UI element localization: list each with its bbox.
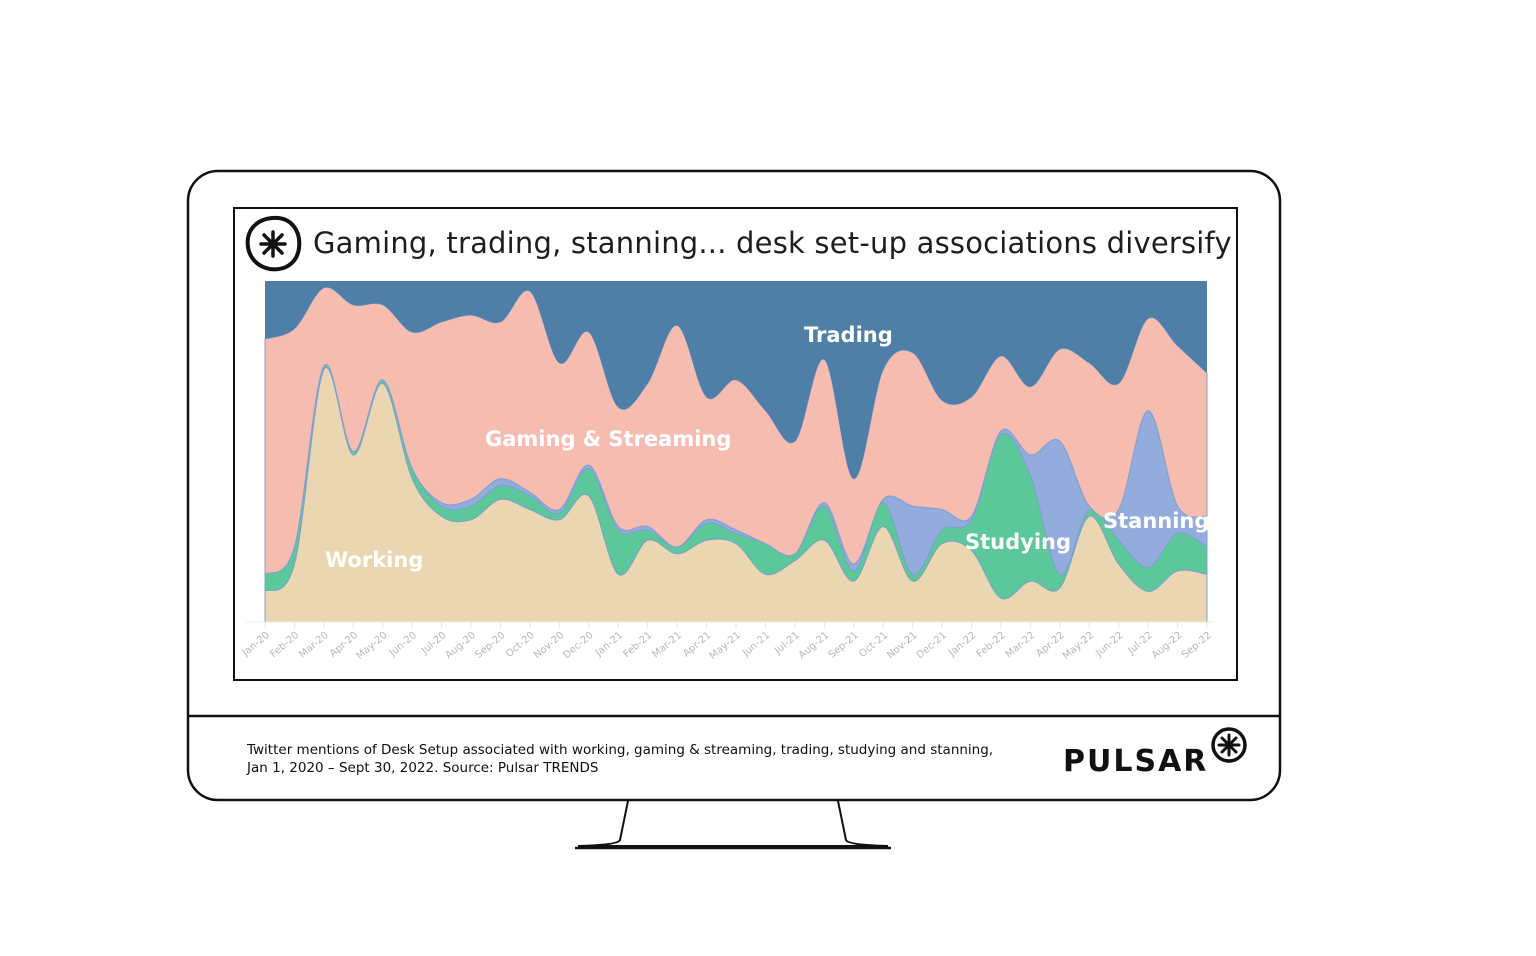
pulsar-logo-icon (1211, 727, 1247, 763)
caption-line-2: Jan 1, 2020 – Sept 30, 2022. Source: Pul… (247, 760, 599, 776)
monitor-stand (577, 800, 889, 847)
series-label-gaming: Gaming & Streaming (485, 427, 732, 451)
chart-caption: Twitter mentions of Desk Setup associate… (247, 741, 993, 777)
series-label-studying: Studying (965, 530, 1072, 554)
series-label-working: Working (325, 548, 424, 572)
brand-name: PULSAR (1063, 744, 1209, 779)
stacked-area-chart (264, 281, 1208, 623)
chart-logo-icon (245, 215, 302, 272)
series-label-trading: Trading (804, 323, 893, 347)
area-trading (265, 281, 1207, 479)
caption-line-1: Twitter mentions of Desk Setup associate… (247, 742, 994, 758)
series-label-stanning: Stanning (1103, 509, 1210, 533)
chart-title: Gaming, trading, stanning... desk set-up… (313, 226, 1232, 260)
